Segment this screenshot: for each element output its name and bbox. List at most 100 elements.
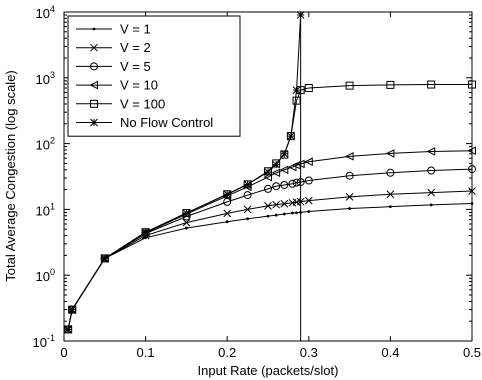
data-point: [470, 202, 474, 205]
data-point: [292, 96, 301, 105]
data-point: [427, 188, 436, 197]
series-layer: [63, 11, 476, 334]
legend-item: V = 5: [76, 59, 151, 74]
data-point: [292, 86, 301, 94]
y-tick-label: 102: [36, 136, 55, 153]
data-point: [182, 209, 191, 217]
data-point: [279, 165, 289, 175]
data-point: [274, 213, 278, 217]
data-point: [280, 199, 289, 208]
legend-label: V = 10: [120, 78, 158, 93]
data-point: [264, 168, 272, 176]
data-point: [427, 166, 436, 175]
legend-marker: [90, 99, 98, 108]
legend-marker: [90, 118, 98, 127]
data-point: [427, 80, 436, 89]
series-line: [67, 202, 473, 330]
legend: V = 1 V = 2 V = 5 V = 10 V = 100 No Flow Cont…: [67, 15, 241, 137]
y-tick-label: 100: [36, 267, 55, 284]
data-point: [468, 165, 476, 174]
y-axis-label: Total Average Congestion (log scale): [3, 70, 18, 282]
x-tick-label: 0.1: [137, 345, 155, 360]
data-point: [286, 132, 295, 140]
data-point: [386, 190, 395, 199]
data-point: [345, 193, 354, 201]
y-tick-label: 104: [36, 4, 55, 21]
data-point: [223, 190, 232, 199]
legend-item: V = 2: [76, 40, 151, 55]
data-point: [141, 228, 150, 237]
data-point: [345, 81, 354, 90]
legend-box: [67, 15, 241, 137]
data-point: [272, 200, 281, 209]
x-tick-label: 0.5: [463, 345, 481, 360]
data-point: [429, 203, 433, 207]
x-tick-label: 0: [60, 345, 67, 360]
data-point: [295, 211, 298, 215]
data-point: [291, 211, 294, 215]
y-tick-label: 101: [36, 201, 55, 218]
x-tick-label: 0.3: [300, 345, 318, 360]
data-point: [468, 80, 476, 89]
data-point: [348, 207, 351, 210]
x-axis-label: Input Rate (packets/slot): [198, 363, 339, 378]
data-point: [100, 254, 109, 263]
data-point: [292, 178, 301, 187]
data-point: [264, 202, 272, 210]
data-point: [246, 217, 250, 221]
data-point: [68, 305, 77, 314]
legend-item: V = 10: [76, 78, 158, 93]
data-point: [223, 197, 232, 206]
legend-label: V = 2: [120, 40, 151, 55]
series-0: [66, 202, 474, 331]
legend-item: V = 100: [76, 96, 165, 111]
data-point: [280, 149, 289, 158]
data-point: [264, 184, 272, 193]
legend-marker: [92, 27, 96, 31]
data-point: [304, 176, 313, 185]
data-point: [304, 157, 313, 167]
ticks: 0 0.1 0.2 0.3 0.4 0.5 10-1 100 101 102 103 104: [33, 4, 482, 360]
data-point: [272, 182, 281, 191]
data-point: [468, 187, 476, 195]
data-point: [182, 218, 191, 227]
data-point: [304, 196, 313, 205]
series-line: [67, 190, 473, 330]
data-point: [307, 210, 311, 213]
data-point: [64, 325, 72, 334]
y-tick-label: 103: [36, 70, 55, 87]
data-point: [389, 205, 392, 209]
x-tick-label: 0.4: [381, 345, 399, 360]
data-point: [225, 220, 229, 224]
legend-label: V = 5: [120, 59, 151, 74]
data-point: [280, 180, 289, 189]
data-point: [243, 205, 252, 214]
data-point: [282, 212, 286, 216]
legend-label: V = 1: [120, 22, 151, 37]
data-point: [272, 160, 281, 169]
data-point: [467, 146, 476, 156]
data-point: [344, 152, 354, 161]
data-point: [288, 179, 297, 188]
data-point: [266, 214, 270, 218]
legend-label: No Flow Control: [120, 115, 213, 130]
legend-marker: [89, 80, 98, 90]
legend-item: V = 1: [76, 22, 151, 37]
data-point: [243, 180, 252, 189]
data-point: [426, 147, 436, 156]
data-point: [386, 80, 395, 89]
data-point: [345, 171, 354, 180]
x-tick-label: 0.2: [218, 345, 236, 360]
data-point: [223, 209, 232, 218]
legend-item: No Flow Control: [76, 115, 213, 130]
data-point: [271, 168, 281, 178]
data-point: [243, 191, 252, 200]
data-point: [185, 226, 188, 230]
legend-marker: [90, 62, 98, 71]
legend-label: V = 100: [120, 96, 165, 111]
data-point: [304, 83, 313, 92]
series-5: [64, 11, 305, 334]
data-point: [386, 168, 395, 177]
legend-marker: [90, 43, 98, 52]
